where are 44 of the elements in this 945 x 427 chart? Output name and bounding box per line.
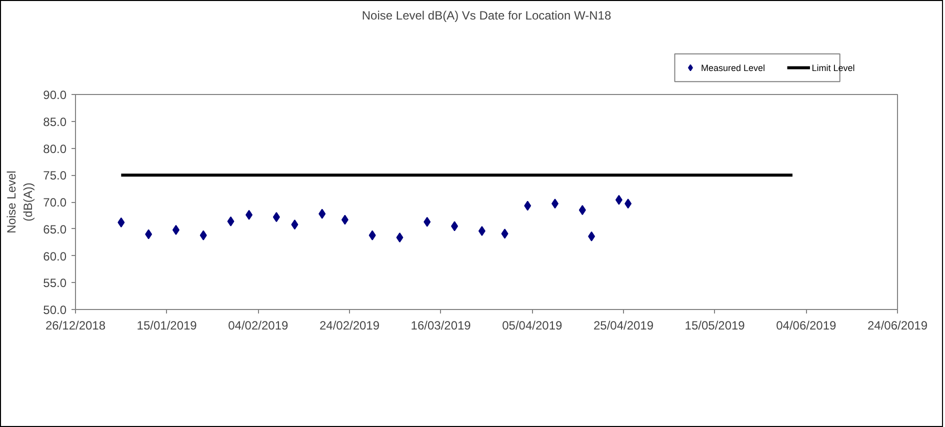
chart-title: Noise Level dB(A) Vs Date for Location W-N18: [362, 8, 612, 22]
point: [368, 230, 376, 240]
x-tick-label: 16/03/2019: [410, 318, 472, 332]
x-tick-label: 15/01/2019: [136, 318, 198, 332]
point: [588, 231, 596, 242]
y-tick-label: 65.0: [43, 222, 67, 236]
y-tick-label: 60.0: [43, 249, 67, 264]
point: [478, 226, 486, 236]
point: [451, 221, 458, 232]
point: [524, 200, 532, 211]
y-tick-label: 90.0: [43, 88, 67, 102]
x-tick-label: 24/02/2019: [319, 318, 380, 332]
y-tick-label: 70.0: [43, 196, 67, 210]
point: [227, 216, 234, 226]
point: [291, 220, 298, 230]
y-tick-label: 85.0: [43, 114, 67, 129]
point: [118, 217, 125, 228]
point: [615, 194, 622, 205]
point: [424, 216, 431, 227]
point: [578, 205, 586, 216]
point: [200, 230, 207, 240]
x-tick-label: 04/06/2019: [776, 318, 837, 332]
x-tick-label: 15/05/2019: [684, 318, 746, 332]
y-tick-label: 75.0: [43, 168, 67, 183]
y-tick-label: 80.0: [43, 142, 67, 156]
point: [246, 210, 253, 220]
point: [624, 198, 632, 209]
point: [318, 208, 326, 219]
y-tick-label: 55.0: [43, 276, 67, 290]
x-tick-label: 24/06/2019: [867, 318, 928, 332]
point: [501, 228, 508, 239]
y-axis-title: Noise Level (dB(A)): [4, 170, 36, 234]
point: [396, 232, 404, 242]
point: [145, 229, 152, 240]
x-tick-label: 04/02/2019: [228, 318, 289, 332]
point: [341, 214, 348, 225]
point: [172, 224, 180, 235]
legend-label: Measured Level: [700, 62, 765, 73]
y-tick-label: 50.0: [43, 303, 67, 317]
x-tick-label: 25/04/2019: [593, 318, 654, 332]
point: [272, 212, 280, 222]
x-tick-label: 05/04/2019: [502, 318, 563, 332]
x-tick-label: 26/12/2018: [45, 318, 106, 332]
legend-label: Limit Level: [812, 62, 855, 73]
